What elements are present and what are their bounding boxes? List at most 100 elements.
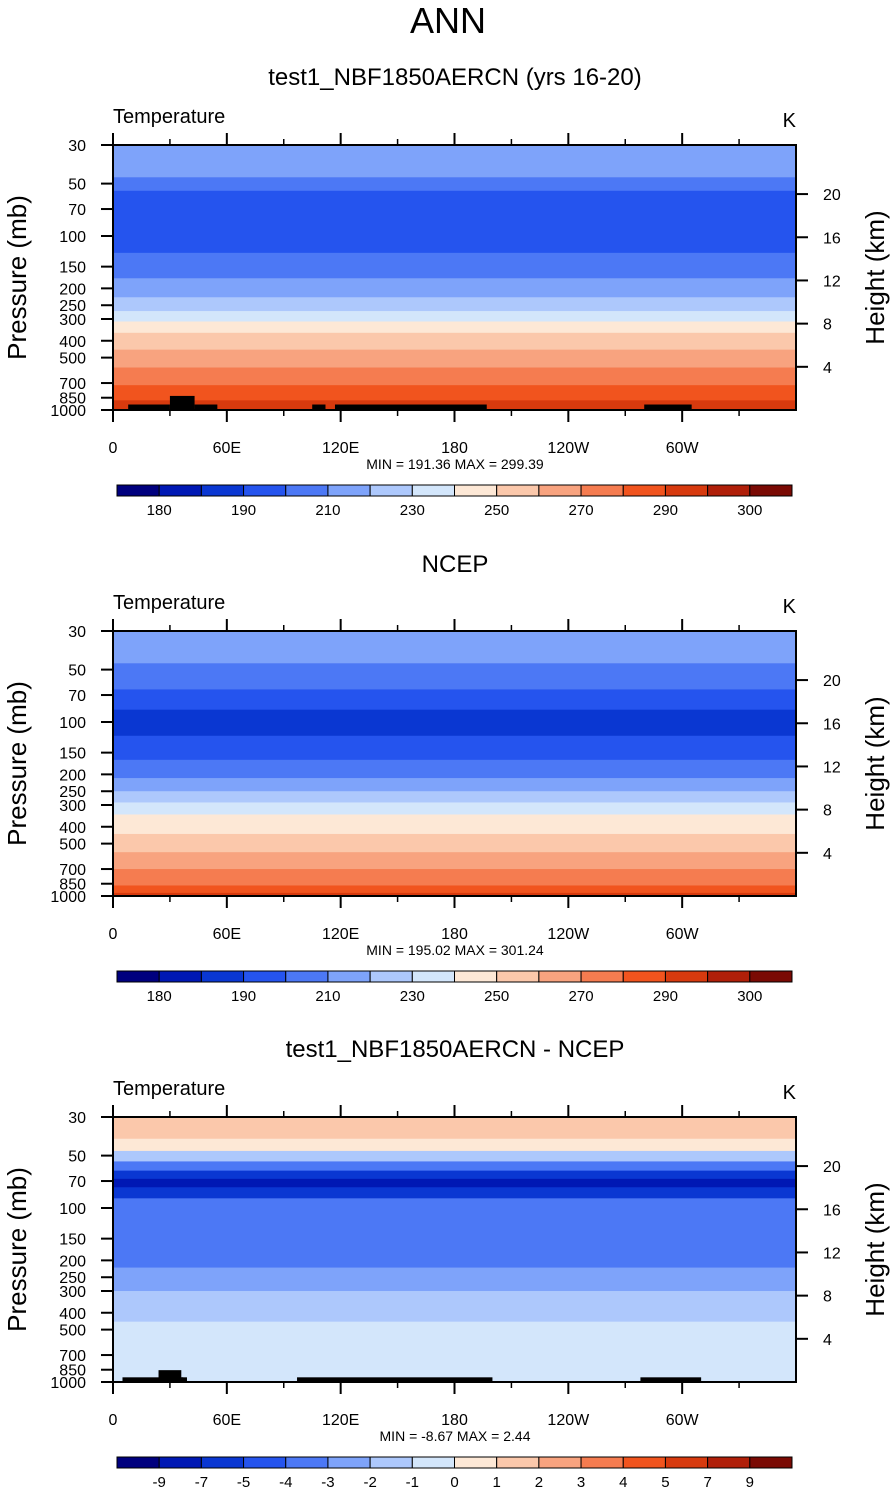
colorbar: 180 190 210 230 250 270 290 300	[116, 484, 793, 519]
y-tick-label: 100	[59, 229, 86, 246]
colorbar-swatch	[285, 1456, 329, 1469]
y-tick-label: 700	[59, 862, 86, 879]
colorbar-swatch	[200, 970, 245, 983]
subtitle-right: K	[783, 1082, 797, 1104]
colorbar-label: 300	[737, 988, 762, 1005]
x-tick-label: 60E	[213, 926, 241, 943]
colorbar-swatch	[116, 1456, 160, 1469]
contour-band	[113, 1170, 796, 1180]
y-tick-label: 150	[59, 260, 86, 277]
height-tick-label: 12	[823, 759, 841, 776]
colorbar-swatch	[707, 970, 751, 983]
colorbar-swatch	[538, 484, 582, 497]
y-tick-label: 30	[68, 138, 86, 155]
contour-band	[113, 1150, 796, 1163]
y-tick-label: 300	[59, 312, 86, 329]
panel-title: NCEP	[422, 551, 489, 578]
min-max-stats: MIN = -8.67 MAX = 2.44	[380, 1428, 531, 1444]
contour-band	[113, 367, 796, 386]
colorbar-swatch	[243, 970, 287, 983]
contour-bands	[113, 145, 796, 411]
terrain-block	[644, 404, 692, 410]
contour-band	[113, 709, 796, 737]
contour-band	[113, 759, 796, 779]
colorbar-swatch	[749, 1456, 793, 1469]
colorbar-label: -3	[321, 1474, 334, 1491]
y-tick-label: 150	[59, 746, 86, 763]
colorbar-label: 210	[315, 988, 340, 1005]
colorbar-label: 190	[231, 502, 256, 519]
contour-band	[113, 1178, 796, 1188]
panel-model: test1_NBF1850AERCN (yrs 16-20) Temperatu…	[2, 64, 890, 519]
contour-band	[113, 663, 796, 691]
y-tick-label: 300	[59, 798, 86, 815]
x-tick-label: 60W	[666, 926, 700, 943]
subtitle-left: Temperature	[113, 1078, 225, 1100]
colorbar-swatch	[580, 970, 624, 983]
y-tick-label: 400	[59, 334, 86, 351]
contour-band	[113, 332, 796, 351]
x-tick-label: 180	[441, 440, 468, 457]
y-tick-label: 70	[68, 1174, 86, 1191]
x-tick-label: 0	[109, 440, 118, 457]
y-axis-label: Pressure (mb)	[2, 681, 32, 846]
terrain-block	[312, 404, 326, 410]
y-tick-label: 700	[59, 376, 86, 393]
colorbar-label: 5	[661, 1474, 669, 1491]
colorbar-label: 250	[484, 988, 509, 1005]
y-tick-label: 250	[59, 1270, 86, 1287]
colorbar-swatch	[622, 970, 666, 983]
colorbar-label: 7	[703, 1474, 711, 1491]
colorbar-swatch	[538, 1456, 582, 1469]
x-tick-label: 120E	[322, 1412, 359, 1429]
y-tick-label: 400	[59, 1306, 86, 1323]
contour-band	[113, 1291, 796, 1323]
height-tick-label: 12	[823, 1245, 841, 1262]
colorbar-label: 290	[653, 988, 678, 1005]
contour-band	[113, 1117, 796, 1140]
colorbar-swatch	[707, 484, 751, 497]
terrain-mask	[122, 1370, 702, 1382]
contour-band	[113, 885, 796, 894]
colorbar-label: -1	[406, 1474, 419, 1491]
colorbar-swatch	[411, 970, 455, 983]
contour-band	[113, 278, 796, 298]
contour-band	[113, 1267, 796, 1292]
colorbar-swatch	[285, 970, 329, 983]
colorbar-swatch	[496, 1456, 540, 1469]
contour-band	[113, 631, 796, 664]
colorbar-swatch	[327, 970, 371, 983]
height-tick-label: 20	[823, 673, 841, 690]
y-tick-label: 50	[68, 1149, 86, 1166]
colorbar-swatch	[664, 1456, 709, 1469]
colorbar-swatch	[707, 1456, 751, 1469]
colorbar-swatch	[580, 484, 624, 497]
y-tick-label: 70	[68, 202, 86, 219]
subtitle-left: Temperature	[113, 106, 225, 128]
y-tick-label: 250	[59, 298, 86, 315]
colorbar-swatch	[749, 970, 793, 983]
colorbar-swatch	[454, 484, 498, 497]
y-tick-label: 30	[68, 1110, 86, 1127]
y-tick-label: 1000	[50, 1375, 86, 1392]
y-tick-label: 500	[59, 837, 86, 854]
y-tick-label: 70	[68, 688, 86, 705]
colorbar-swatch	[116, 970, 160, 983]
colorbar-swatch	[369, 970, 413, 983]
colorbar-swatch	[622, 484, 666, 497]
height-tick-label: 20	[823, 1159, 841, 1176]
contour-band	[113, 145, 796, 178]
x-tick-label: 60E	[213, 1412, 241, 1429]
contour-bands	[113, 1117, 796, 1383]
page-title: ANN	[410, 0, 486, 41]
y-axis-label: Pressure (mb)	[2, 1167, 32, 1332]
y-tick-label: 50	[68, 663, 86, 680]
colorbar-swatch	[158, 970, 202, 983]
y-axis-label: Pressure (mb)	[2, 195, 32, 360]
y-tick-label: 850	[59, 1363, 86, 1380]
y-axis-label-right: Height (km)	[860, 1182, 890, 1316]
colorbar-label: 290	[653, 502, 678, 519]
colorbar-swatch	[369, 1456, 413, 1469]
colorbar-swatch	[200, 1456, 245, 1469]
contour-band	[113, 735, 796, 761]
